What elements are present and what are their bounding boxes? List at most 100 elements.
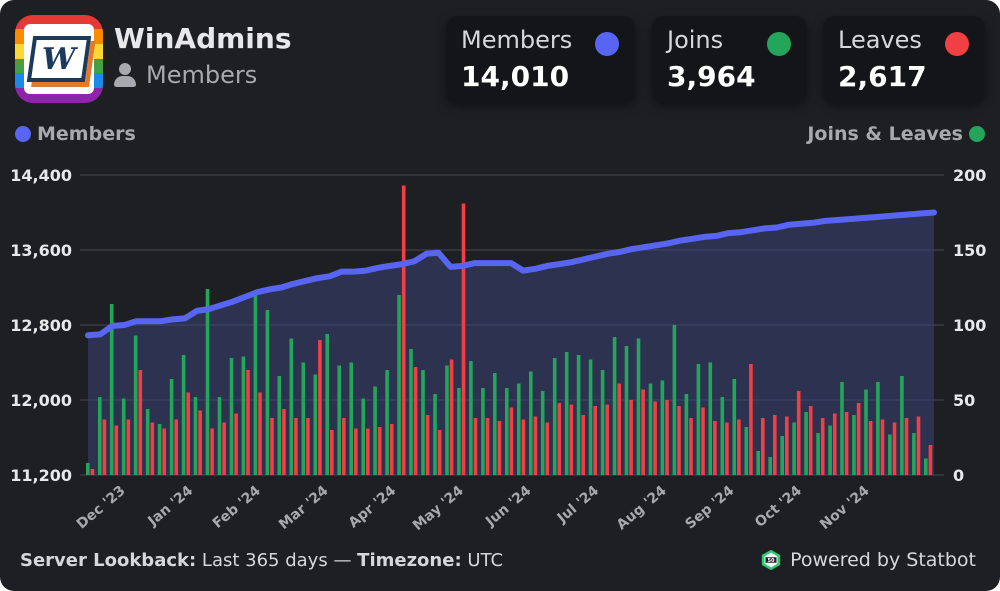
- joins-bar: [241, 356, 246, 475]
- joins-bar: [552, 358, 557, 475]
- members-chart: 11,200 12,000 12,800 13,600 14,400 0 50 100 150 2…: [10, 166, 986, 534]
- leaves-bar: [796, 391, 801, 475]
- joins-bar: [576, 355, 581, 475]
- joins-bar: [864, 389, 868, 475]
- joins-bar: [253, 292, 258, 475]
- leaves-bar: [425, 415, 430, 475]
- joins-bar: [157, 424, 162, 475]
- x-tick-label: Jan '24: [144, 483, 196, 530]
- joins-bar: [481, 388, 485, 475]
- joins-bar: [433, 394, 437, 475]
- joins-bar: [337, 365, 341, 475]
- x-tick-label: Apr '24: [346, 483, 400, 532]
- leaves-bar: [749, 364, 753, 475]
- x-tick-label: Sep '24: [682, 483, 737, 533]
- joins-bar: [301, 362, 306, 475]
- joins-bar: [277, 376, 282, 475]
- leaves-bar: [832, 413, 837, 475]
- x-tick-label: Feb '24: [210, 483, 264, 532]
- leaves-bar: [246, 370, 250, 475]
- leaves-bar: [820, 418, 825, 475]
- leaves-bar: [330, 430, 334, 475]
- joins-bar: [98, 397, 102, 475]
- joins-dot-icon: [767, 32, 791, 56]
- y-tick-left-label: 12,000: [10, 391, 72, 410]
- logo-badge: W: [26, 36, 92, 82]
- leaves-bar: [737, 419, 741, 475]
- x-tick-label: Jun '24: [482, 483, 534, 531]
- leaves-bar: [641, 389, 645, 475]
- joins-bar: [696, 364, 701, 475]
- leaves-bar: [856, 403, 861, 475]
- joins-bar: [133, 335, 138, 475]
- legend-joins-leaves-label: Joins & Leaves: [807, 123, 963, 145]
- stat-joins-label: Joins: [667, 26, 724, 54]
- leaves-bar: [210, 428, 214, 475]
- y-tick-right-label: 200: [953, 166, 986, 185]
- leaves-bar: [461, 203, 466, 475]
- y-tick-right-label: 100: [953, 316, 986, 335]
- leaves-bar: [713, 421, 717, 475]
- legend-members-label: Members: [37, 123, 136, 145]
- leaves-bar: [533, 416, 538, 475]
- leaves-bar: [294, 418, 298, 475]
- leaves-bar: [808, 406, 813, 475]
- joins-bar: [349, 362, 353, 475]
- leaves-bar: [844, 412, 849, 475]
- joins-bar: [540, 391, 545, 475]
- leaves-bar: [521, 419, 526, 475]
- joins-bar: [912, 433, 916, 475]
- legend-members: Members: [15, 123, 136, 145]
- joins-bar: [816, 433, 820, 475]
- joins-bar: [564, 352, 569, 475]
- leaves-bar: [617, 383, 621, 475]
- leaves-bar: [282, 409, 286, 475]
- leaves-bar: [629, 400, 633, 475]
- leaves-bar: [581, 415, 585, 475]
- user-icon: [114, 62, 136, 88]
- powered-by[interactable]: 50 Powered by Statbot: [760, 549, 976, 571]
- subtitle-text: Members: [146, 61, 258, 89]
- leaves-bar: [114, 425, 119, 475]
- joins-bar: [612, 337, 617, 475]
- server-name: WinAdmins: [114, 22, 292, 55]
- joins-bar: [121, 398, 126, 475]
- x-tick-label: Oct '24: [752, 483, 805, 531]
- leaves-dot-icon: [945, 32, 969, 56]
- joins-bar: [205, 289, 210, 475]
- leaves-bar: [258, 392, 262, 475]
- stat-leaves: Leaves 2,617: [823, 16, 985, 102]
- logo-letter: W: [42, 41, 76, 77]
- joins-bar: [421, 370, 425, 475]
- leaves-bar: [342, 418, 346, 475]
- joins-bar: [289, 338, 294, 475]
- legend-members-dot-icon: [15, 126, 31, 142]
- stat-members-label: Members: [461, 26, 573, 54]
- joins-bar: [588, 359, 593, 475]
- joins-bar: [660, 380, 665, 475]
- leaves-bar: [306, 418, 310, 475]
- leaves-bar: [102, 419, 107, 475]
- leaves-bar: [701, 407, 705, 475]
- joins-bar: [888, 434, 892, 475]
- leaves-bar: [162, 428, 166, 475]
- joins-bar: [840, 382, 844, 475]
- joins-bar: [852, 415, 856, 475]
- joins-bar: [672, 325, 677, 475]
- leaves-bar: [677, 406, 681, 475]
- leaves-bar: [234, 413, 238, 475]
- leaves-bar: [366, 428, 370, 475]
- stat-leaves-value: 2,617: [838, 60, 927, 93]
- subtitle: Members: [114, 61, 257, 89]
- joins-bar: [792, 422, 796, 475]
- powered-by-text: Powered by Statbot: [790, 549, 976, 571]
- leaves-bar: [377, 427, 382, 475]
- legend-joins-dot-icon: [969, 126, 985, 142]
- statbot-logo-icon: 50: [761, 549, 781, 571]
- joins-bar: [397, 295, 401, 475]
- joins-bar: [325, 334, 329, 475]
- joins-bar: [457, 388, 461, 475]
- joins-bar: [373, 386, 377, 475]
- leaves-bar: [186, 392, 190, 475]
- leaves-bar: [437, 430, 442, 475]
